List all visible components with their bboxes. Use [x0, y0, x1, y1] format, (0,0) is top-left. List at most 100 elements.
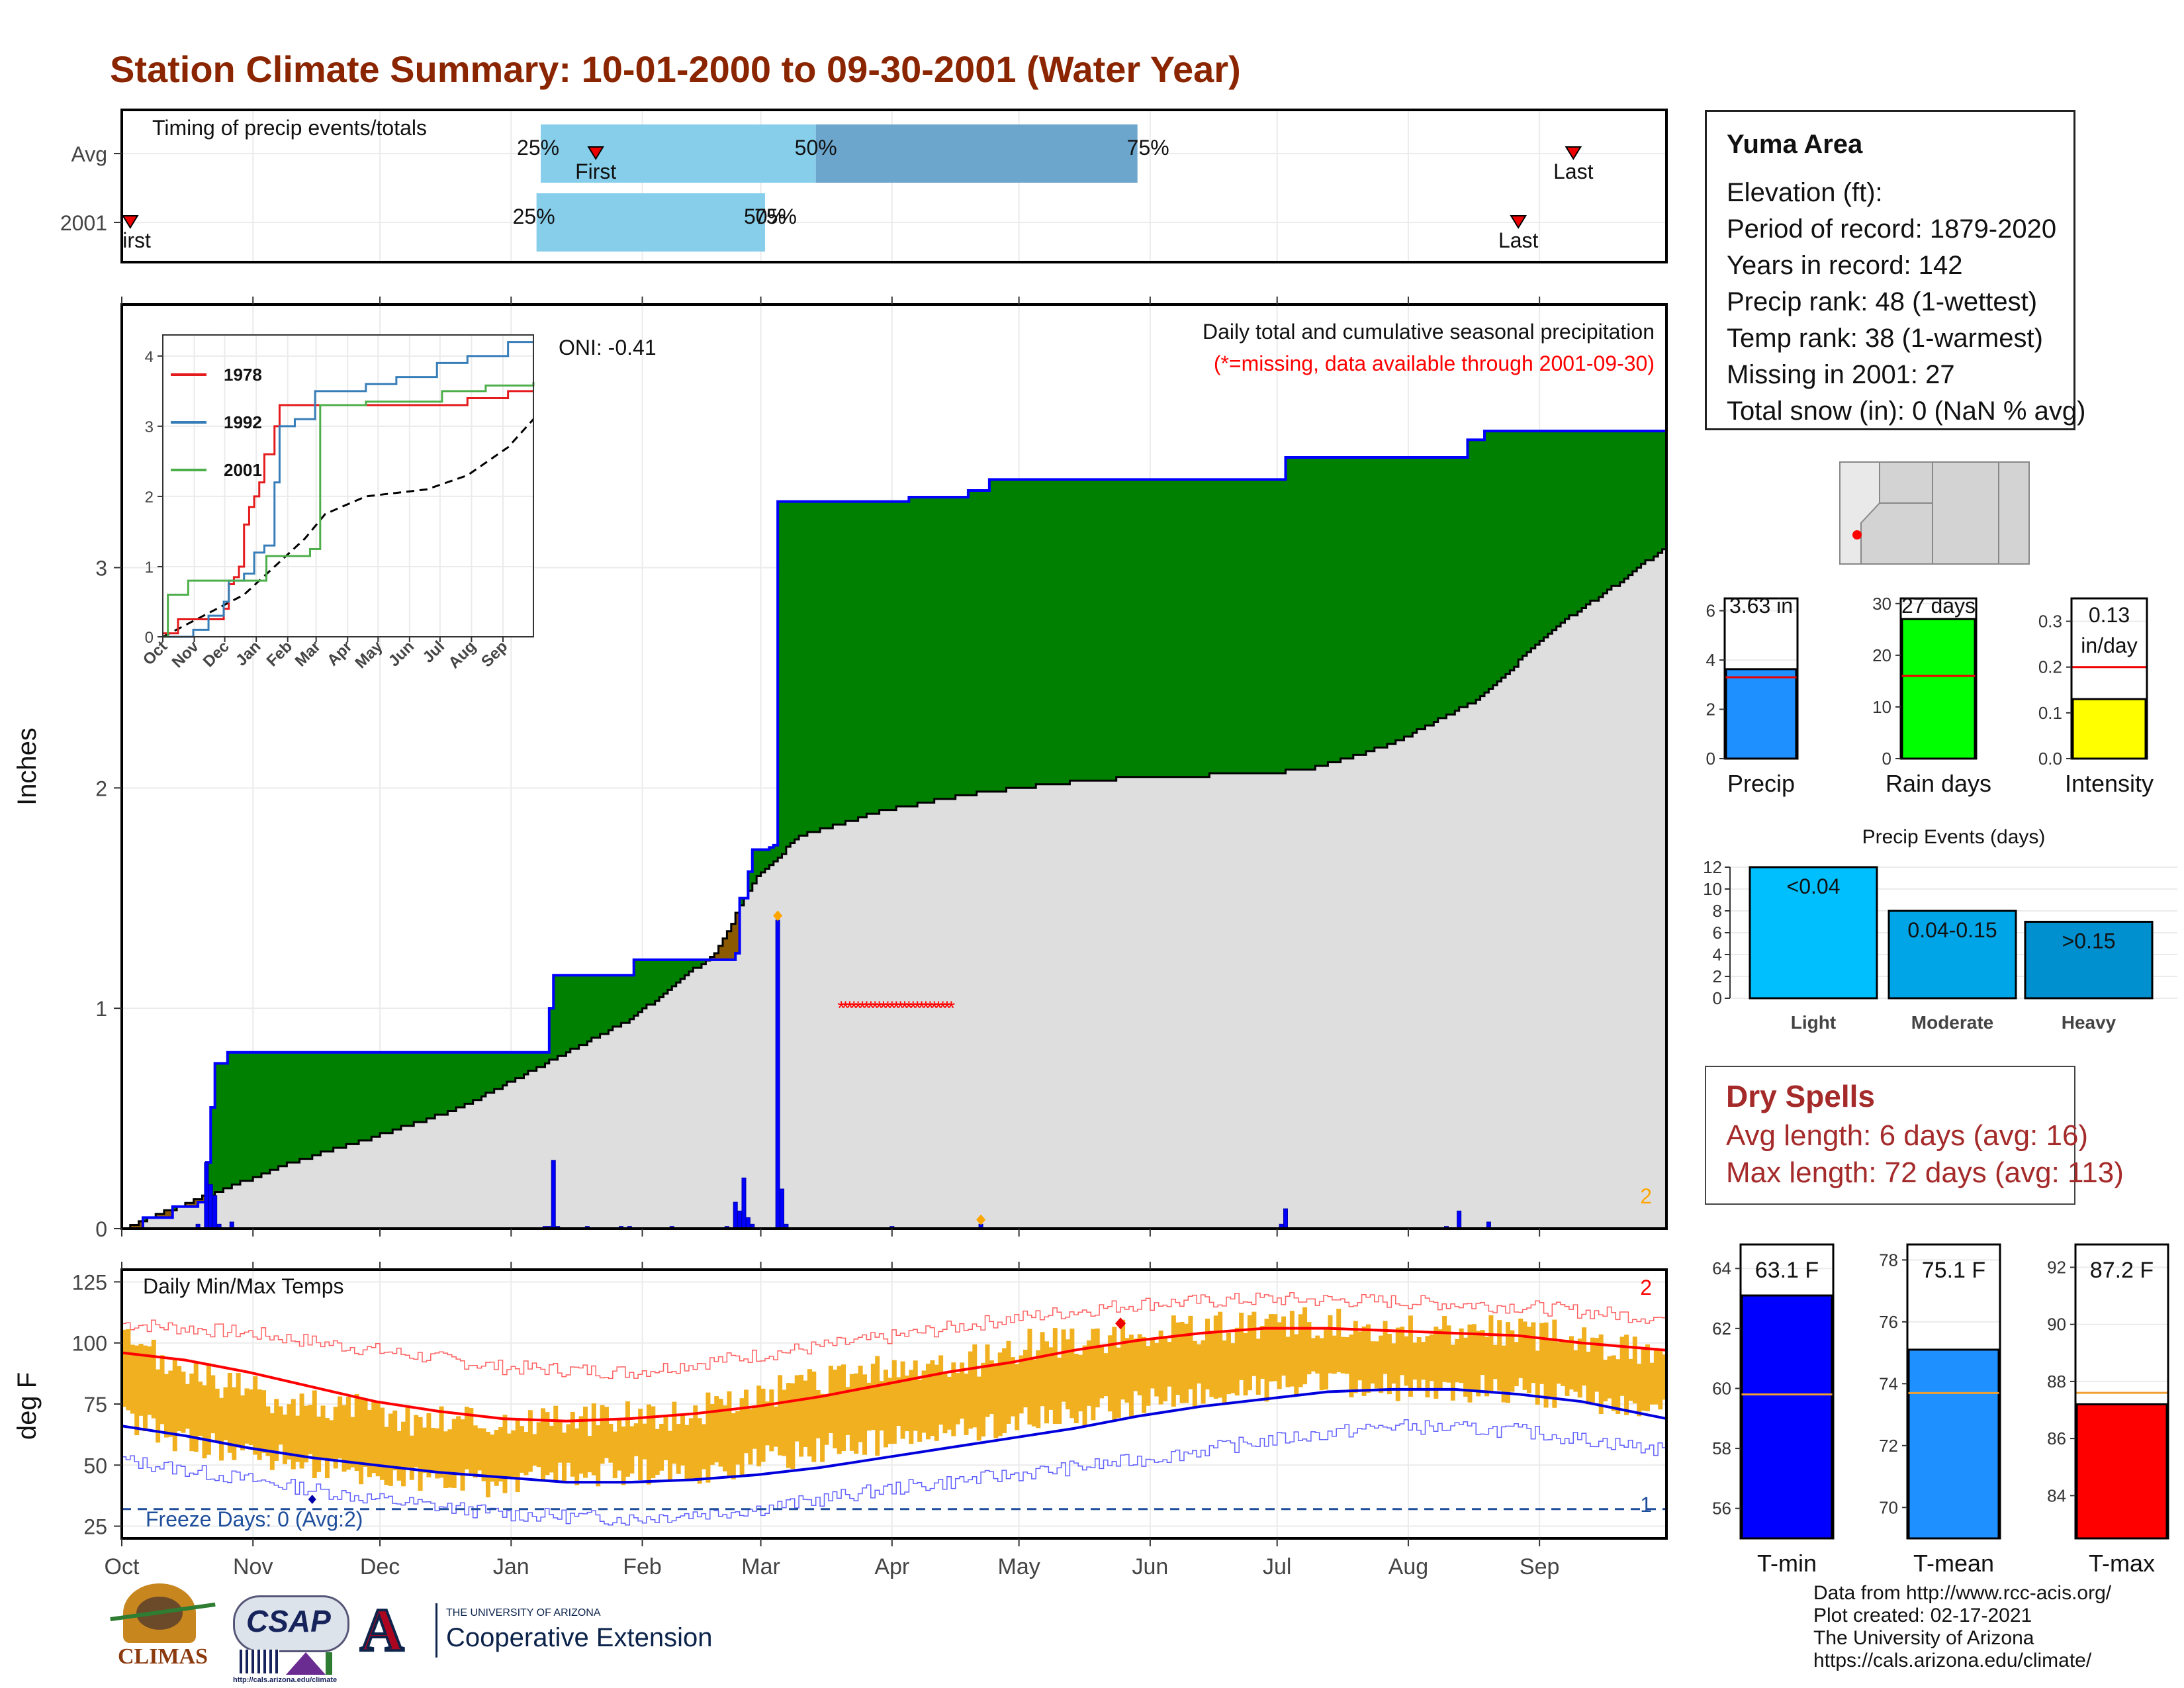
temp-daily-range-bar — [731, 1413, 736, 1479]
temp-daily-range-bar — [600, 1405, 605, 1464]
precip-anomaly-segment — [1492, 431, 1498, 685]
temp-daily-range-bar — [680, 1415, 686, 1466]
temp-daily-range-bar — [1154, 1342, 1160, 1397]
precip-anomaly-segment — [1526, 431, 1531, 653]
temp-daily-range-bar — [1446, 1325, 1451, 1383]
temp-daily-range-bar — [913, 1360, 918, 1431]
precip-missing-marker: * — [863, 998, 871, 1019]
precip-anomaly-segment — [617, 975, 622, 1027]
precip-anomaly-segment — [684, 959, 690, 976]
temp-daily-range-bar — [854, 1373, 859, 1454]
precip-anomaly-segment — [1421, 457, 1426, 729]
precip-missing-marker: * — [934, 998, 942, 1019]
precip-daily-bar — [212, 1195, 218, 1229]
precip-anomaly-segment — [380, 1052, 385, 1133]
precip-missing-marker: * — [892, 998, 900, 1019]
precip-anomaly-segment — [1611, 431, 1616, 586]
temp-daily-range-bar — [1243, 1333, 1248, 1396]
precip-anomaly-segment — [596, 975, 601, 1038]
precip-anomaly-segment — [1412, 457, 1418, 733]
temp-daily-range-bar — [426, 1413, 432, 1477]
temp-daily-range-bar — [833, 1370, 838, 1448]
temp-daily-range-bar — [1328, 1315, 1333, 1374]
temp-daily-range-bar — [248, 1389, 253, 1446]
temp-daily-range-bar — [672, 1401, 677, 1464]
ua-logo: A THE UNIVERSITY OF ARIZONA Cooperative … — [359, 1598, 757, 1667]
precip-anomaly-segment — [253, 1052, 258, 1178]
precip-anomaly-segment — [1205, 479, 1210, 777]
precip-anomaly-segment — [371, 1052, 377, 1137]
precip-anomaly-segment — [1175, 479, 1181, 777]
precip-anomaly-segment — [1010, 479, 1015, 788]
temp-daily-range-bar — [350, 1417, 355, 1468]
precip-anomaly-segment — [1590, 431, 1595, 601]
precip-anomaly-segment — [163, 1210, 169, 1218]
temp-daily-range-bar — [244, 1388, 250, 1444]
temp-daily-range-bar — [1361, 1326, 1367, 1396]
precip-anomaly-segment — [447, 1052, 453, 1111]
precip-anomaly-segment — [807, 501, 812, 832]
temp-bar-tick-label: 78 — [1879, 1250, 1898, 1270]
precip-missing-marker: * — [947, 998, 955, 1019]
precip-anomaly-segment — [591, 975, 596, 1038]
precip-anomaly-segment — [1531, 431, 1536, 649]
temp-daily-range-bar — [1501, 1345, 1506, 1403]
temp-daily-range-bar — [1628, 1358, 1633, 1401]
temp-daily-range-bar — [460, 1419, 465, 1491]
temp-daily-range-bar — [291, 1399, 296, 1470]
precip-anomaly-segment — [752, 849, 757, 884]
temp-daily-range-bar — [1463, 1337, 1469, 1397]
precip-anomaly-segment — [930, 496, 935, 803]
temp-daily-range-bar — [1653, 1348, 1659, 1405]
precip-anomaly-segment — [989, 479, 994, 792]
events-bar-heavy — [2024, 921, 2154, 1000]
temp-daily-range-bar — [743, 1389, 749, 1454]
precip-y-axis-label: Inches — [13, 727, 42, 806]
inset-series-line-2001 — [163, 382, 535, 638]
temp-daily-range-bar — [667, 1430, 672, 1481]
precip-anomaly-segment — [1662, 431, 1667, 549]
precip-anomaly-segment — [1619, 431, 1625, 583]
temp-daily-range-bar — [1345, 1337, 1350, 1374]
precip-anomaly-segment — [490, 1052, 495, 1093]
temp-bar-tick-label: 62 — [1712, 1319, 1731, 1338]
temp-daily-range-bar — [1044, 1341, 1049, 1424]
month-label: Apr — [874, 1554, 909, 1579]
inset-legend-label: 1992 — [224, 412, 262, 432]
oni-label: ONI: -0.41 — [559, 336, 657, 359]
temp-bar-t-max — [2075, 1403, 2168, 1540]
stat-bar-tick-label: 0.2 — [2038, 657, 2062, 677]
precip-missing-marker: * — [918, 998, 926, 1019]
month-label: May — [998, 1554, 1040, 1579]
temp-daily-range-bar — [185, 1383, 190, 1429]
csap-url: http://cals.arizona.edu/climate — [233, 1676, 338, 1684]
temp-daily-range-bar — [541, 1408, 546, 1481]
precip-anomaly-segment — [1577, 431, 1582, 612]
precip-anomaly-segment — [1374, 457, 1379, 748]
precip-anomaly-segment — [257, 1052, 262, 1178]
temp-daily-range-bar — [663, 1415, 668, 1460]
precip-anomaly-segment — [1061, 479, 1066, 784]
temp-daily-range-bar — [1040, 1332, 1045, 1407]
temp-daily-range-bar — [925, 1364, 931, 1440]
temp-daily-range-bar — [1086, 1340, 1091, 1406]
month-label: Jul — [1263, 1554, 1291, 1579]
stat-bar-value-label-rain_days: 27 days — [1901, 594, 1976, 618]
precip-anomaly-segment — [909, 496, 914, 807]
temp-daily-range-bar — [163, 1374, 169, 1438]
temp-daily-range-bar — [1383, 1321, 1388, 1374]
temp-daily-range-bar — [299, 1393, 304, 1469]
page-title: Station Climate Summary: 10-01-2000 to 0… — [110, 48, 1241, 90]
precip-missing-marker: * — [850, 998, 858, 1019]
precip-anomaly-segment — [574, 975, 580, 1049]
temp-daily-range-bar — [316, 1416, 322, 1472]
precip-anomaly-segment — [1163, 479, 1168, 777]
temp-daily-range-bar — [464, 1407, 469, 1470]
precip-anomaly-segment — [562, 975, 567, 1056]
temp-daily-range-bar — [1069, 1329, 1075, 1419]
precip-missing-marker: * — [913, 998, 921, 1019]
precip-avg-area — [122, 545, 1666, 1229]
precip-anomaly-segment — [566, 975, 571, 1053]
temp-daily-range-bar — [862, 1374, 868, 1455]
temp-daily-range-bar — [485, 1432, 490, 1497]
